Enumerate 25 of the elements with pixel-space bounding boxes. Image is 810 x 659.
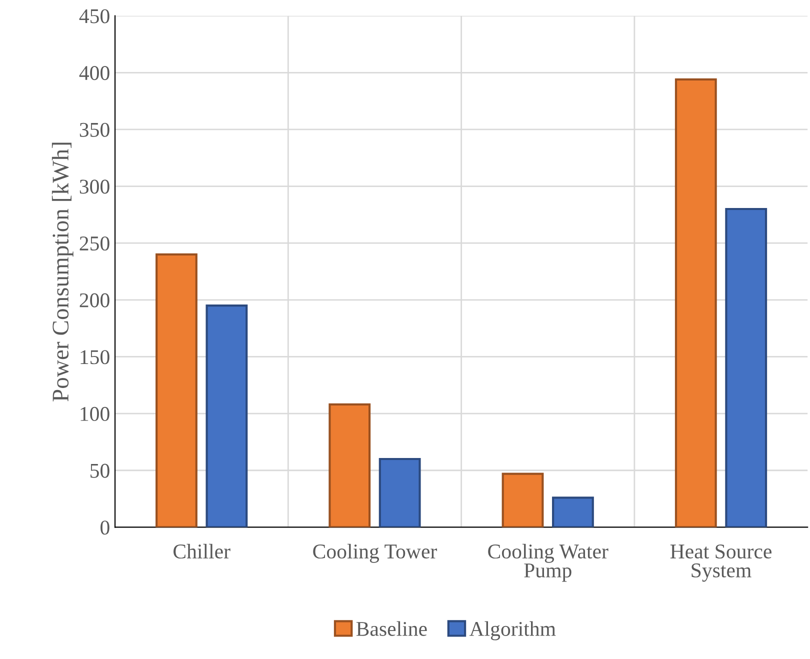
bar xyxy=(674,78,717,528)
y-tick-label: 0 xyxy=(100,520,110,535)
y-tick-label: 200 xyxy=(80,293,110,308)
y-tick-label: 450 xyxy=(79,9,110,24)
y-tick-label: 250 xyxy=(80,236,110,251)
x-tick-label: Chiller xyxy=(174,544,230,559)
y-tick-label: 100 xyxy=(80,406,110,421)
y-axis-title: Power Consumption [kWh] xyxy=(52,142,74,402)
bar xyxy=(206,304,248,528)
legend-label: Algorithm xyxy=(469,621,556,640)
legend-label: Baseline xyxy=(356,621,427,636)
bar xyxy=(725,208,768,528)
y-tick-label: 400 xyxy=(79,66,110,80)
y-tick-label: 300 xyxy=(80,180,110,194)
x-tick-label: Cooling Water Pump xyxy=(488,544,608,582)
y-tick-label: 350 xyxy=(80,122,110,137)
x-tick-label: Cooling Tower xyxy=(313,544,437,563)
bar xyxy=(502,472,544,528)
y-tick-label: 150 xyxy=(80,350,110,364)
bar xyxy=(156,253,198,528)
bar xyxy=(378,458,421,528)
bar xyxy=(328,403,371,528)
bar xyxy=(552,496,594,528)
x-tick-label: Heat Source System xyxy=(670,544,772,582)
y-tick-label: 50 xyxy=(90,464,110,478)
